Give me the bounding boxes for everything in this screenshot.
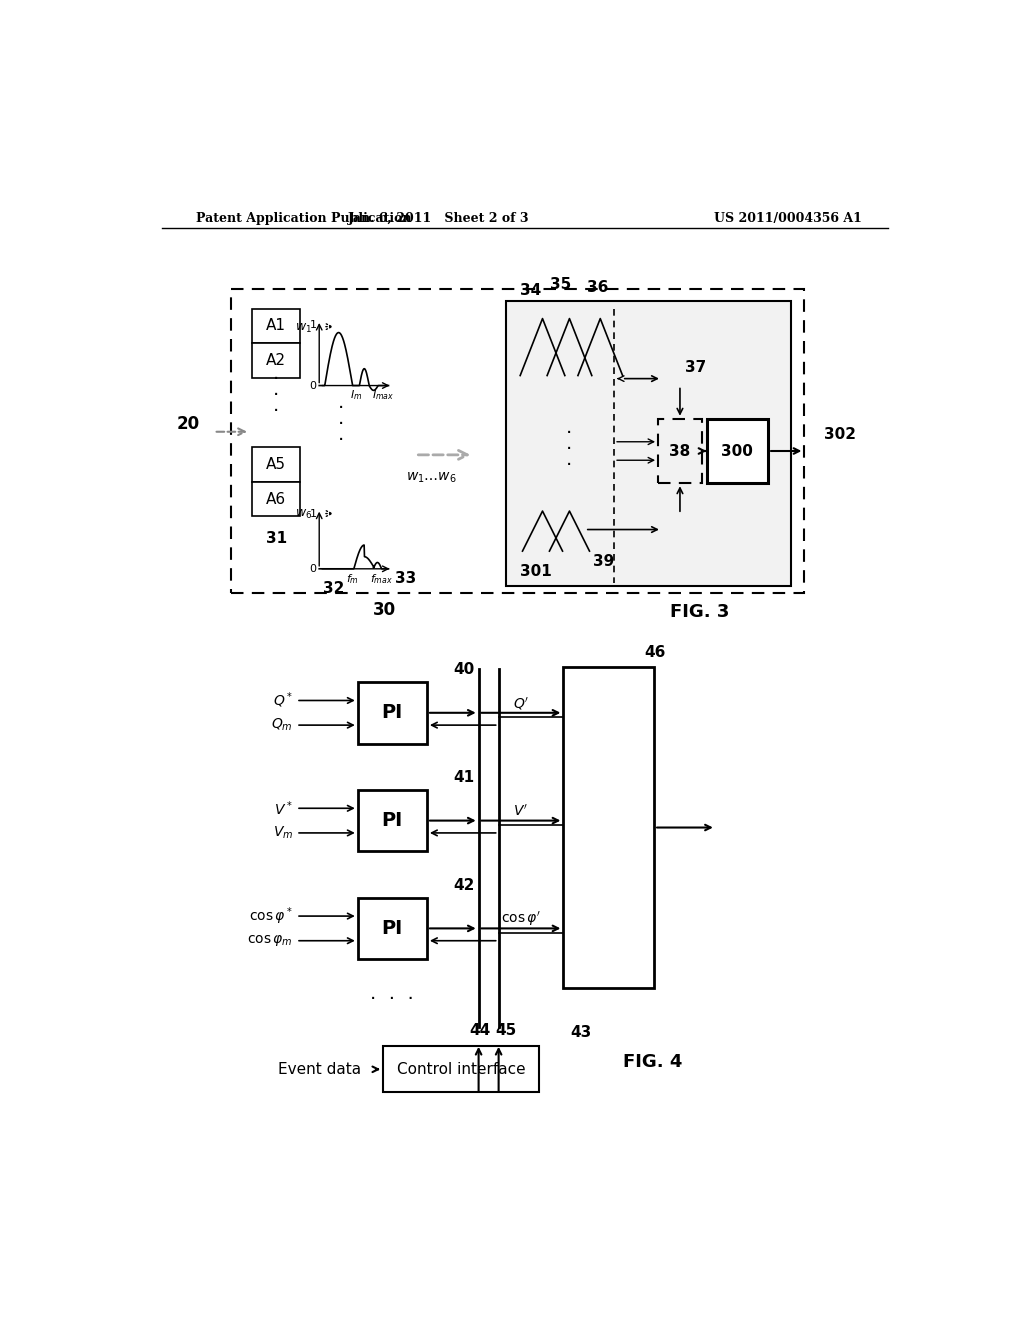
Text: 36: 36 (587, 280, 608, 294)
Text: $f_{max}$: $f_{max}$ (370, 572, 393, 586)
Text: FIG. 4: FIG. 4 (624, 1053, 683, 1071)
Text: 302: 302 (823, 428, 856, 442)
Text: $Q'$: $Q'$ (513, 696, 529, 711)
FancyBboxPatch shape (506, 301, 792, 586)
Text: ·
·
·: · · · (338, 399, 344, 450)
Text: $w_1$: $w_1$ (295, 321, 312, 334)
Text: PI: PI (382, 810, 403, 830)
FancyBboxPatch shape (383, 1047, 539, 1093)
Text: $V'$: $V'$ (513, 804, 528, 818)
Text: $V_m$: $V_m$ (272, 825, 293, 841)
Text: Jan. 6, 2011   Sheet 2 of 3: Jan. 6, 2011 Sheet 2 of 3 (348, 213, 529, 224)
Text: A2: A2 (266, 352, 286, 368)
Text: 34: 34 (520, 284, 542, 298)
Text: $Q_m$: $Q_m$ (271, 717, 293, 734)
Text: 37: 37 (685, 360, 707, 375)
FancyBboxPatch shape (707, 418, 768, 483)
Text: 0: 0 (309, 564, 316, 574)
FancyBboxPatch shape (252, 309, 300, 343)
Text: $Q^*$: $Q^*$ (272, 690, 293, 710)
Text: 42: 42 (454, 878, 475, 892)
FancyBboxPatch shape (357, 682, 427, 743)
Text: PI: PI (382, 704, 403, 722)
Text: 31: 31 (265, 531, 287, 545)
Text: $I_m$: $I_m$ (349, 388, 361, 403)
Text: 1: 1 (309, 321, 316, 330)
FancyBboxPatch shape (357, 898, 427, 960)
Text: ·
·
·: · · · (566, 424, 572, 475)
Text: FIG. 3: FIG. 3 (670, 602, 729, 620)
FancyArrowPatch shape (418, 450, 467, 459)
Text: $f_m$: $f_m$ (346, 572, 358, 586)
Text: 46: 46 (644, 645, 666, 660)
FancyBboxPatch shape (252, 482, 300, 516)
Text: ·  ·  ·: · · · (371, 990, 415, 1008)
Text: $\cos\varphi'$: $\cos\varphi'$ (501, 909, 541, 928)
Text: A5: A5 (266, 457, 286, 473)
Text: 39: 39 (593, 554, 613, 569)
Text: 45: 45 (496, 1023, 517, 1039)
FancyArrowPatch shape (216, 429, 245, 436)
Text: Patent Application Publication: Patent Application Publication (196, 213, 412, 224)
Text: $w_1{\ldots}w_6$: $w_1{\ldots}w_6$ (406, 471, 456, 486)
Text: ·
·
·: · · · (273, 370, 280, 421)
Text: Event data: Event data (279, 1061, 361, 1077)
Text: 20: 20 (177, 414, 200, 433)
Text: $I_{max}$: $I_{max}$ (373, 388, 394, 403)
Text: 0: 0 (309, 380, 316, 391)
Text: 30: 30 (373, 602, 396, 619)
Text: Control interface: Control interface (396, 1061, 525, 1077)
FancyBboxPatch shape (357, 789, 427, 851)
FancyBboxPatch shape (563, 667, 654, 989)
Text: $V^*$: $V^*$ (274, 799, 293, 817)
Text: $w_6$: $w_6$ (295, 508, 312, 521)
Text: A1: A1 (266, 318, 286, 334)
Text: 41: 41 (454, 770, 475, 785)
Text: 301: 301 (520, 565, 552, 579)
Text: 300: 300 (721, 444, 754, 458)
Text: $\cos\varphi_m$: $\cos\varphi_m$ (248, 933, 293, 948)
Text: 33: 33 (394, 570, 416, 586)
Text: 38: 38 (670, 444, 690, 458)
Text: $\cos\varphi^*$: $\cos\varphi^*$ (249, 906, 293, 927)
Text: 43: 43 (570, 1024, 592, 1040)
FancyBboxPatch shape (252, 343, 300, 378)
Text: 35: 35 (550, 277, 570, 292)
Text: 40: 40 (454, 663, 475, 677)
Text: 44: 44 (470, 1023, 490, 1039)
FancyBboxPatch shape (252, 447, 300, 482)
Text: US 2011/0004356 A1: US 2011/0004356 A1 (714, 213, 862, 224)
Text: 1: 1 (309, 508, 316, 519)
Text: 32: 32 (323, 581, 344, 597)
Text: PI: PI (382, 919, 403, 939)
Text: A6: A6 (266, 491, 286, 507)
